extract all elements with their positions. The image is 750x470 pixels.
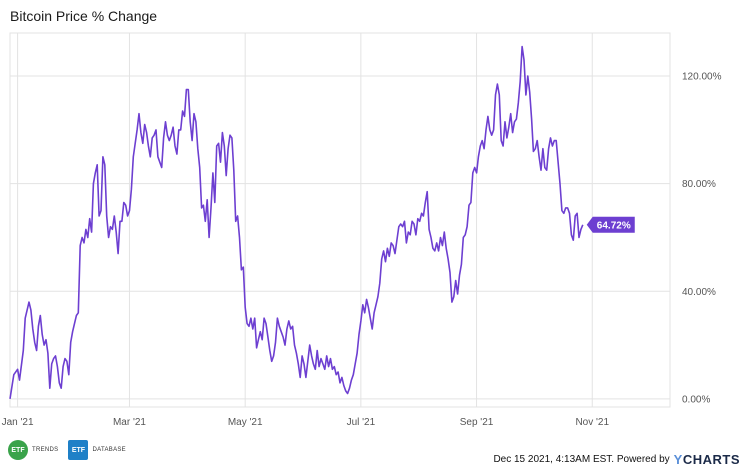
x-tick-label: Sep '21 [460, 417, 494, 428]
label-layer: 64.72% [586, 216, 635, 233]
footer-attribution: Dec 15 2021, 4:13AM EST. Powered by YCHA… [493, 452, 740, 467]
etf-trends-label: TRENDS [32, 447, 59, 453]
ycharts-logo-text: CHARTS [682, 452, 740, 467]
tick-layer: 0.00% 40.00% 80.00% 120.00% Jan '21 Mar '21 Ma… [2, 72, 722, 428]
x-tick-label: May '21 [228, 417, 263, 428]
last-value-label: 64.72% [597, 220, 631, 231]
x-tick-label: Jan '21 [2, 417, 34, 428]
etf-trends-logo-text: ETF [11, 446, 25, 454]
etf-database-logo-text: ETF [71, 446, 86, 454]
etf-database-label: DATABASE [92, 447, 126, 453]
plot-frame [9, 32, 671, 408]
ycharts-logo[interactable]: YCHARTS [674, 452, 740, 467]
last-value-flag [586, 216, 635, 233]
y-tick-label: 40.00% [682, 287, 716, 298]
timestamp-text: Dec 15 2021, 4:13AM EST. Powered by [493, 454, 670, 465]
etf-database-logo[interactable]: ETF [68, 440, 89, 460]
y-tick-label: 80.00% [682, 179, 716, 190]
line-layer [9, 45, 584, 400]
y-tick-label: 120.00% [682, 72, 722, 83]
x-tick-label: Nov '21 [575, 417, 609, 428]
x-tick-label: Mar '21 [113, 417, 146, 428]
series-line [9, 45, 584, 400]
x-tick-label: Jul '21 [347, 417, 376, 428]
footer-brand-logos: ETF TRENDS ETF DATABASE [8, 440, 126, 460]
y-tick-label: 0.00% [682, 394, 710, 405]
chart-title: Bitcoin Price % Change [10, 8, 158, 24]
ycharts-logo-y: Y [673, 452, 683, 467]
etf-trends-logo[interactable]: ETF [8, 440, 28, 460]
grid-layer [9, 32, 671, 408]
